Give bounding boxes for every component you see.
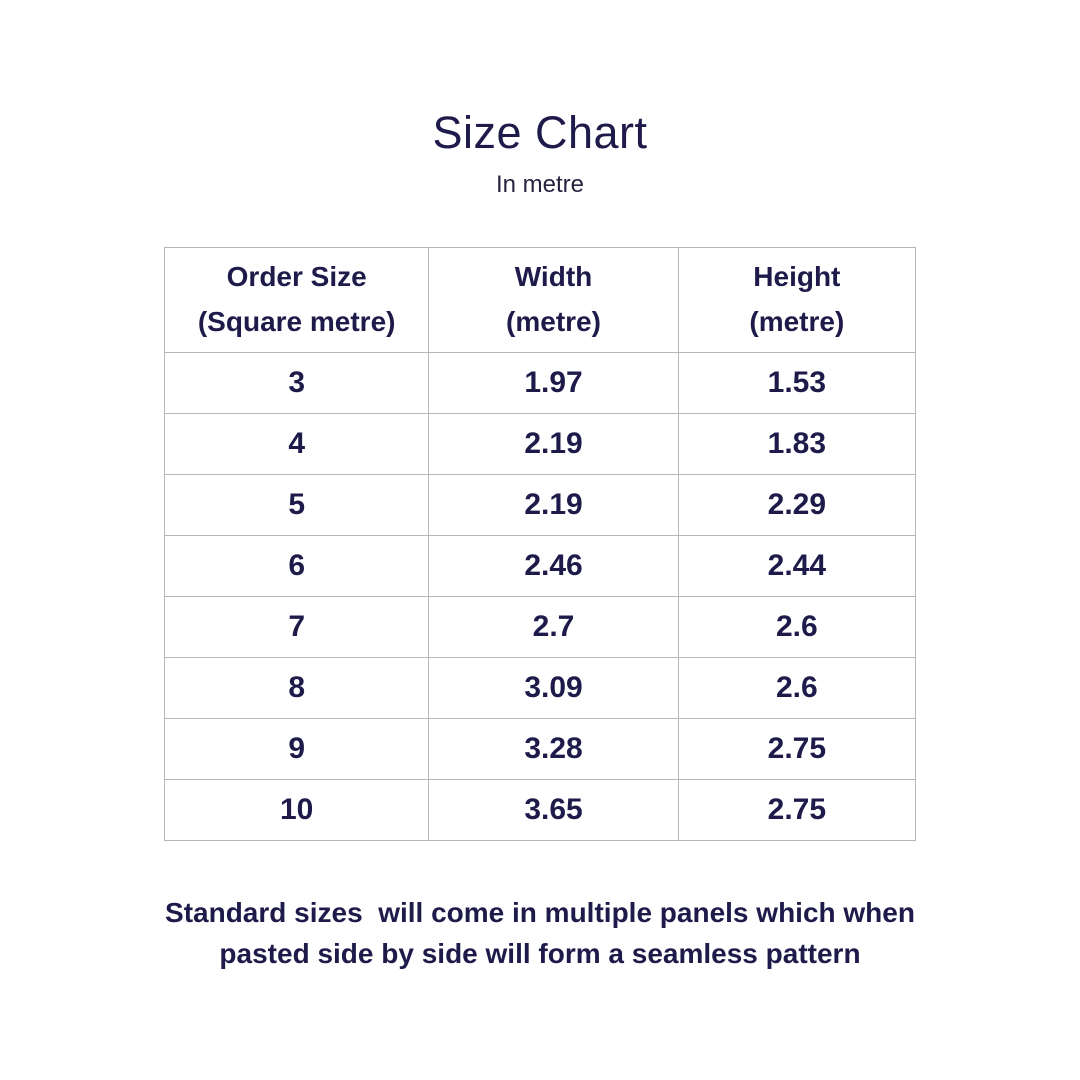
cell-height: 1.83 <box>677 413 917 476</box>
header-line: Height <box>753 261 841 293</box>
col-header-width: Width (metre) <box>428 247 679 354</box>
size-table: Order Size (Square metre) Width (metre) … <box>163 247 917 842</box>
cell-height: 2.75 <box>677 718 917 781</box>
cell-width: 3.28 <box>428 718 679 781</box>
page-subtitle: In metre <box>495 171 585 198</box>
cell-width: 2.46 <box>428 535 679 598</box>
table-row: 3 1.97 1.53 <box>163 352 917 415</box>
header-line: (metre) <box>749 306 845 338</box>
footer-note: Standard sizes will come in multiple pan… <box>0 893 1080 974</box>
table-header-row: Order Size (Square metre) Width (metre) … <box>163 247 917 354</box>
table-row: 9 3.28 2.75 <box>163 718 917 781</box>
header-line: (Square metre) <box>197 306 396 338</box>
col-header-height: Height (metre) <box>677 247 917 354</box>
cell-height: 2.6 <box>677 657 917 720</box>
cell-height: 2.75 <box>677 779 917 842</box>
table-row: 7 2.7 2.6 <box>163 596 917 659</box>
cell-width: 2.7 <box>428 596 679 659</box>
cell-order-size: 5 <box>163 474 430 537</box>
footer-note-line: Standard sizes will come in multiple pan… <box>165 897 915 929</box>
cell-order-size: 4 <box>163 413 430 476</box>
cell-order-size: 10 <box>163 779 430 842</box>
header-line: Order Size <box>226 261 367 293</box>
cell-order-size: 6 <box>163 535 430 598</box>
cell-order-size: 8 <box>163 657 430 720</box>
cell-height: 2.6 <box>677 596 917 659</box>
col-header-order-size: Order Size (Square metre) <box>163 247 430 354</box>
table-row: 5 2.19 2.29 <box>163 474 917 537</box>
cell-order-size: 9 <box>163 718 430 781</box>
footer-note-line: pasted side by side will form a seamless… <box>219 937 861 969</box>
table-row: 10 3.65 2.75 <box>163 779 917 842</box>
cell-width: 1.97 <box>428 352 679 415</box>
cell-width: 3.65 <box>428 779 679 842</box>
cell-height: 2.29 <box>677 474 917 537</box>
cell-width: 2.19 <box>428 474 679 537</box>
header-line: Width <box>514 261 593 293</box>
cell-order-size: 7 <box>163 596 430 659</box>
header-line: (metre) <box>506 306 601 338</box>
cell-order-size: 3 <box>163 352 430 415</box>
page-title: Size Chart <box>432 107 648 158</box>
table-row: 8 3.09 2.6 <box>163 657 917 720</box>
cell-width: 3.09 <box>428 657 679 720</box>
table-row: 6 2.46 2.44 <box>163 535 917 598</box>
cell-height: 1.53 <box>677 352 917 415</box>
cell-width: 2.19 <box>428 413 679 476</box>
cell-height: 2.44 <box>677 535 917 598</box>
table-row: 4 2.19 1.83 <box>163 413 917 476</box>
